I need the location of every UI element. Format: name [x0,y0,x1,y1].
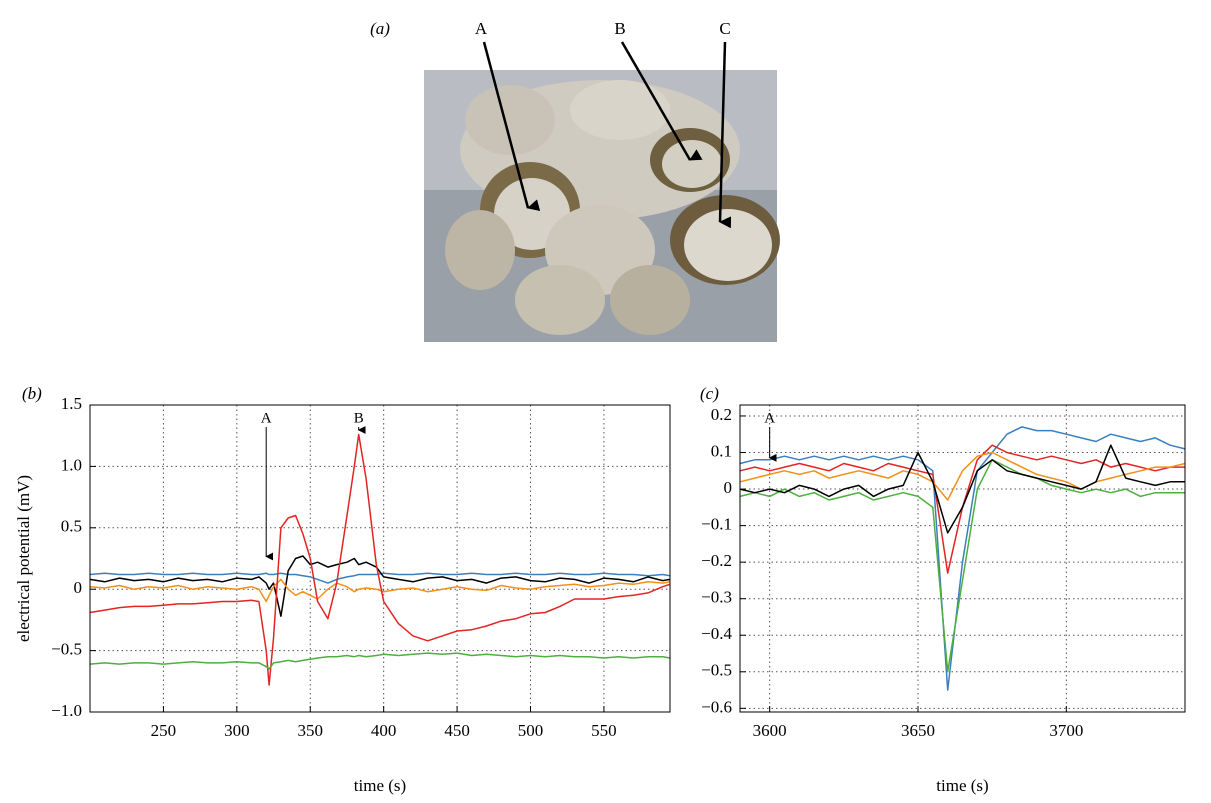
y-tick-label: −0.1 [701,515,732,534]
x-tick-label: 400 [371,721,397,740]
x-tick-label: 3650 [901,721,935,740]
annotation-text: A [764,410,775,426]
annotation-text: A [261,410,272,426]
data-line [89,572,671,584]
y-tick-label: 0 [74,578,83,597]
y-tick-label: 0.5 [61,517,82,536]
plot-frame [89,404,671,713]
photo-marker: C [719,19,730,38]
photo-arrow [482,41,541,211]
x-tick-label: 3700 [1049,721,1083,740]
data-line [739,451,1186,501]
y-tick-label: 0.1 [711,441,732,460]
y-axis-label: electrical potential (mV) [14,475,33,642]
data-line [89,433,671,686]
y-tick-label: −0.6 [701,697,732,716]
y-tick-label: −1.0 [51,701,82,720]
x-tick-label: 250 [151,721,177,740]
data-line [739,444,1185,534]
y-tick-label: −0.5 [701,661,732,680]
photo-marker: A [475,19,488,38]
panel-label: (a) [370,19,390,38]
annotation-text: B [354,410,364,426]
x-tick-label: 450 [444,721,470,740]
photo [424,70,780,342]
y-tick-label: −0.2 [701,551,732,570]
x-tick-label: 3600 [753,721,787,740]
y-tick-label: −0.4 [701,624,732,643]
data-line [89,652,671,670]
data-line [89,555,671,617]
y-tick-label: −0.3 [701,588,732,607]
photo-arrow [718,41,732,229]
photo-marker: B [614,19,625,38]
y-tick-label: −0.5 [51,640,82,659]
y-tick-label: 0 [724,478,733,497]
x-tick-label: 300 [224,721,250,740]
plot-area [90,405,670,712]
y-tick-label: 1.0 [61,455,82,474]
y-tick-label: 1.5 [61,394,82,413]
panel-label: (b) [22,384,42,403]
x-tick-label: 550 [591,721,617,740]
plot-frame [739,404,1186,713]
y-tick-label: 0.2 [711,405,732,424]
x-tick-label: 500 [518,721,544,740]
x-axis-label: time (s) [936,776,988,795]
x-axis-label: time (s) [354,776,406,795]
photo-arrow [620,41,703,161]
data-line [739,426,1186,691]
panel-label: (c) [700,384,719,403]
x-tick-label: 350 [298,721,324,740]
data-line [89,578,671,603]
data-line [739,459,1185,673]
